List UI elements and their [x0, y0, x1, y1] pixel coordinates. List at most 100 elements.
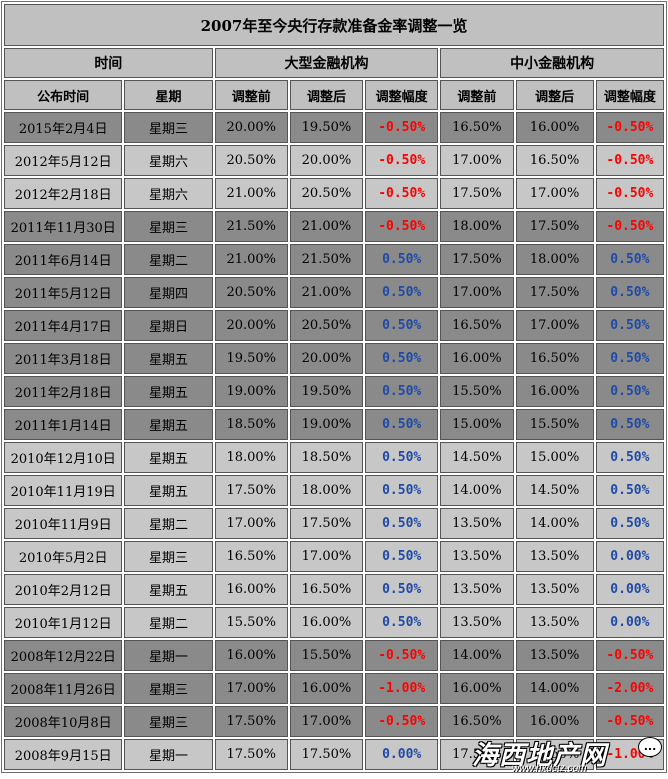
row-date: 2010年12月10日 [4, 442, 123, 473]
row-small-after: 14.50% [515, 475, 594, 506]
row-small-after: 17.00% [515, 178, 594, 209]
table-row: 2010年12月10日 星期五 18.00% 18.50% 0.50% 14.50% 15.… [4, 442, 664, 473]
row-small-before: 14.00% [440, 475, 514, 506]
row-weekday: 星期日 [124, 310, 213, 341]
table-row: 2011年5月12日 星期四 20.50% 21.00% 0.50% 17.00% 17.5… [4, 277, 664, 308]
row-large-before: 17.50% [214, 706, 288, 737]
row-date: 2011年4月17日 [4, 310, 123, 341]
row-small-after: 13.50% [515, 640, 594, 671]
row-large-before: 20.00% [214, 310, 288, 341]
row-large-change: 0.50% [365, 475, 439, 506]
row-small-change: -0.50% [595, 145, 664, 176]
row-small-after: 16.50% [515, 145, 594, 176]
row-large-before: 19.50% [214, 343, 288, 374]
row-small-before: 15.50% [440, 376, 514, 407]
row-small-before: 13.50% [440, 541, 514, 572]
group-header-small-institutions: 中小金融机构 [440, 48, 664, 78]
row-weekday: 星期三 [124, 541, 213, 572]
row-small-after: 14.00% [515, 673, 594, 704]
row-small-before: 16.50% [440, 112, 514, 143]
row-small-after: 13.50% [515, 574, 594, 605]
row-small-after: 15.00% [515, 442, 594, 473]
row-small-change: -0.50% [595, 211, 664, 242]
table-row: 2011年1月14日 星期五 18.50% 19.00% 0.50% 15.00% 15.5… [4, 409, 664, 440]
row-large-after: 16.00% [289, 607, 364, 638]
row-large-after: 20.50% [289, 178, 364, 209]
row-large-after: 17.00% [289, 706, 364, 737]
table-row: 2012年2月18日 星期六 21.00% 20.50% -0.50% 17.50% 17.… [4, 178, 664, 209]
row-large-after: 18.50% [289, 442, 364, 473]
table-row: 2008年9月15日 星期一 17.50% 17.50% 0.00% 17.50% 16.5… [4, 739, 664, 770]
row-small-change: 0.50% [595, 376, 664, 407]
row-large-change: 0.50% [365, 409, 439, 440]
row-date: 2010年5月2日 [4, 541, 123, 572]
table-row: 2011年4月17日 星期日 20.00% 20.50% 0.50% 16.50% 17.0… [4, 310, 664, 341]
row-weekday: 星期一 [124, 640, 213, 671]
column-header-small-after: 调整后 [515, 80, 594, 110]
row-small-change: 0.50% [595, 244, 664, 275]
row-large-before: 20.50% [214, 277, 288, 308]
watermark-brand: 海西地产网 [472, 741, 608, 771]
group-header-time: 时间 [4, 48, 213, 78]
table-row: 2010年2月12日 星期五 16.00% 16.50% 0.50% 13.50% 13.5… [4, 574, 664, 605]
table-row: 2008年12月22日 星期一 16.00% 15.50% -0.50% 14.00% 13… [4, 640, 664, 671]
row-date: 2008年11月26日 [4, 673, 123, 704]
watermark-url: www.hxdctz.com [512, 763, 587, 774]
row-large-before: 21.50% [214, 211, 288, 242]
row-date: 2012年2月18日 [4, 178, 123, 209]
row-small-change: -2.00% [595, 673, 664, 704]
row-large-after: 20.00% [289, 145, 364, 176]
row-small-change: 0.00% [595, 574, 664, 605]
row-date: 2008年10月8日 [4, 706, 123, 737]
row-large-after: 16.00% [289, 673, 364, 704]
row-weekday: 星期五 [124, 475, 213, 506]
row-weekday: 星期一 [124, 739, 213, 770]
row-small-change: 0.50% [595, 442, 664, 473]
table-row: 2011年11月30日 星期三 21.50% 21.00% -0.50% 18.00% 17… [4, 211, 664, 242]
row-large-change: -0.50% [365, 145, 439, 176]
row-large-after: 19.50% [289, 376, 364, 407]
row-large-change: 0.50% [365, 508, 439, 539]
row-small-before: 17.50% [440, 178, 514, 209]
row-small-after: 13.50% [515, 607, 594, 638]
row-large-before: 21.00% [214, 244, 288, 275]
row-small-after: 16.50% [515, 739, 594, 770]
table-row: 2010年11月9日 星期二 17.00% 17.50% 0.50% 13.50% 14.0… [4, 508, 664, 539]
row-weekday: 星期三 [124, 112, 213, 143]
column-header-small-before: 调整前 [440, 80, 514, 110]
row-small-after: 16.50% [515, 343, 594, 374]
row-large-change: -0.50% [365, 112, 439, 143]
table-row: 2008年11月26日 星期三 17.00% 16.00% -1.00% 16.00% 14… [4, 673, 664, 704]
column-header-row: 公布时间 星期 调整前 调整后 调整幅度 调整前 调整后 调整幅度 [4, 80, 664, 110]
row-weekday: 星期五 [124, 442, 213, 473]
row-large-before: 16.00% [214, 640, 288, 671]
row-small-before: 17.00% [440, 145, 514, 176]
table-row: 2012年5月12日 星期六 20.50% 20.00% -0.50% 17.00% 16.… [4, 145, 664, 176]
row-small-after: 16.00% [515, 376, 594, 407]
row-small-change: -0.50% [595, 640, 664, 671]
table-row: 2011年2月18日 星期五 19.00% 19.50% 0.50% 15.50% 16.0… [4, 376, 664, 407]
row-small-after: 18.00% [515, 244, 594, 275]
row-date: 2012年5月12日 [4, 145, 123, 176]
row-weekday: 星期三 [124, 706, 213, 737]
row-date: 2011年5月12日 [4, 277, 123, 308]
row-weekday: 星期三 [124, 211, 213, 242]
row-large-before: 17.00% [214, 673, 288, 704]
row-large-change: 0.00% [365, 739, 439, 770]
table-row: 2010年11月19日 星期五 17.50% 18.00% 0.50% 14.00% 14.… [4, 475, 664, 506]
column-header-date: 公布时间 [4, 80, 123, 110]
row-weekday: 星期二 [124, 508, 213, 539]
row-small-change: 0.00% [595, 541, 664, 572]
row-small-before: 13.50% [440, 508, 514, 539]
row-small-before: 17.00% [440, 277, 514, 308]
row-small-before: 16.50% [440, 706, 514, 737]
table-row: 2011年3月18日 星期五 19.50% 20.00% 0.50% 16.00% 16.5… [4, 343, 664, 374]
row-date: 2010年2月12日 [4, 574, 123, 605]
row-small-before: 13.50% [440, 607, 514, 638]
row-weekday: 星期五 [124, 343, 213, 374]
row-large-change: 0.50% [365, 343, 439, 374]
group-header-large-institutions: 大型金融机构 [214, 48, 439, 78]
table-row: 2015年2月4日 星期三 20.00% 19.50% -0.50% 16.50% 16.0… [4, 112, 664, 143]
row-large-change: 0.50% [365, 244, 439, 275]
